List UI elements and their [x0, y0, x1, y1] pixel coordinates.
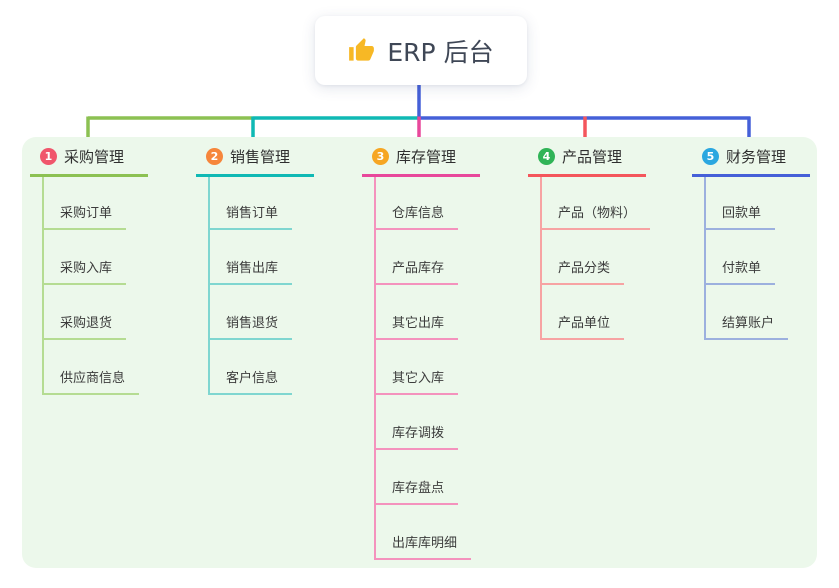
branch-number-badge: 4 — [538, 148, 555, 165]
branch: 1 采购管理 采购订单 采购入库 采购退货 供应商信息 — [30, 146, 148, 395]
branch-child-item[interactable]: 采购订单 — [44, 177, 127, 230]
branch-child-item[interactable]: 其它入库 — [376, 340, 459, 395]
branch-child-item[interactable]: 回款单 — [706, 177, 776, 230]
branch-child-item[interactable]: 付款单 — [706, 230, 776, 285]
root-title: ERP 后台 — [387, 37, 494, 67]
branch-child-item[interactable]: 采购入库 — [44, 230, 127, 285]
branch-child-item[interactable]: 仓库信息 — [376, 177, 459, 230]
branch-child-item[interactable]: 销售出库 — [210, 230, 293, 285]
branch-child-item[interactable]: 供应商信息 — [44, 340, 140, 395]
branch-child-item[interactable]: 销售订单 — [210, 177, 293, 230]
branch-title: 产品管理 — [562, 148, 623, 166]
branch-children: 采购订单 采购入库 采购退货 供应商信息 — [42, 177, 140, 395]
branch-header[interactable]: 3 库存管理 — [362, 146, 480, 177]
branches-panel — [22, 137, 817, 568]
branch-header[interactable]: 5 财务管理 — [692, 146, 810, 177]
branch-title: 库存管理 — [396, 148, 457, 166]
branch-child-item[interactable]: 产品分类 — [542, 230, 625, 285]
branch: 3 库存管理 仓库信息 产品库存 其它出库 其它入库 库存调拨 库存盘点 出库库明细 — [362, 146, 480, 560]
branch-child-item[interactable]: 其它出库 — [376, 285, 459, 340]
branch-header[interactable]: 1 采购管理 — [30, 146, 148, 177]
branch-child-item[interactable]: 出库库明细 — [376, 505, 472, 560]
branch-child-item[interactable]: 库存调拨 — [376, 395, 459, 450]
branch-header[interactable]: 2 销售管理 — [196, 146, 314, 177]
branch-number-badge: 1 — [40, 148, 57, 165]
branch-children: 仓库信息 产品库存 其它出库 其它入库 库存调拨 库存盘点 出库库明细 — [374, 177, 472, 560]
branch-number-badge: 2 — [206, 148, 223, 165]
branch-child-item[interactable]: 产品单位 — [542, 285, 625, 340]
branch-children: 产品（物料） 产品分类 产品单位 — [540, 177, 651, 340]
branch-title: 采购管理 — [64, 148, 125, 166]
branch-child-item[interactable]: 结算账户 — [706, 285, 789, 340]
branch: 5 财务管理 回款单 付款单 结算账户 — [692, 146, 810, 340]
branch-child-item[interactable]: 销售退货 — [210, 285, 293, 340]
branch-child-item[interactable]: 产品（物料） — [542, 177, 651, 230]
thumbs-up-icon — [349, 38, 375, 61]
branch-title: 财务管理 — [726, 148, 787, 166]
branch-child-item[interactable]: 产品库存 — [376, 230, 459, 285]
branch-child-item[interactable]: 库存盘点 — [376, 450, 459, 505]
branch-children: 回款单 付款单 结算账户 — [704, 177, 789, 340]
branch: 2 销售管理 销售订单 销售出库 销售退货 客户信息 — [196, 146, 314, 395]
branch: 4 产品管理 产品（物料） 产品分类 产品单位 — [528, 146, 651, 340]
branch-number-badge: 5 — [702, 148, 719, 165]
branch-child-item[interactable]: 客户信息 — [210, 340, 293, 395]
root-node[interactable]: ERP 后台 — [315, 16, 527, 85]
branch-number-badge: 3 — [372, 148, 389, 165]
branch-child-item[interactable]: 采购退货 — [44, 285, 127, 340]
branch-header[interactable]: 4 产品管理 — [528, 146, 646, 177]
branch-children: 销售订单 销售出库 销售退货 客户信息 — [208, 177, 293, 395]
thumbs-up-path — [349, 38, 375, 61]
branch-title: 销售管理 — [230, 148, 291, 166]
